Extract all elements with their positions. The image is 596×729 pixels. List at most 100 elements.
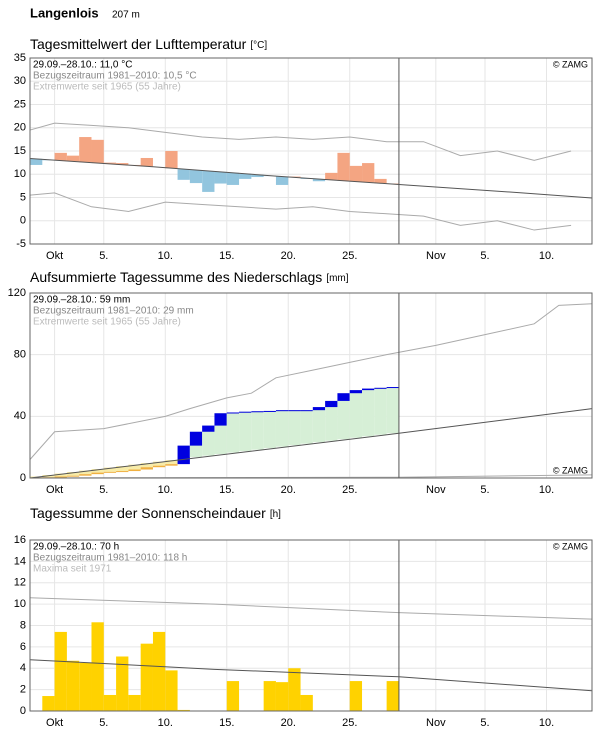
sunshine-bar — [152, 631, 166, 711]
annotation: Bezugszeitraum 1981–2010: 10,5 °C — [33, 71, 197, 82]
x-tick-label: 20. — [281, 717, 296, 729]
deviation-fill — [79, 470, 92, 475]
temperature-bar — [54, 152, 67, 161]
y-tick-label: -5 — [16, 238, 26, 250]
y-tick-label: 0 — [20, 705, 26, 717]
maximum-line — [29, 122, 572, 161]
x-tick-label: 25. — [342, 717, 357, 729]
y-tick-label: 16 — [14, 534, 26, 546]
y-tick-label: 10 — [14, 168, 26, 180]
deviation-fill — [288, 410, 301, 446]
maximum-line — [29, 303, 593, 460]
y-tick-label: 120 — [8, 287, 26, 299]
station-name: Langenlois — [30, 5, 99, 20]
annotation: 29.09.–28.10.: 11,0 °C — [33, 60, 132, 71]
sunshine-bar — [79, 662, 92, 711]
y-tick-label: 4 — [20, 662, 26, 674]
sunshine-bar — [140, 643, 153, 711]
temperature-bar — [189, 170, 203, 184]
sunshine-bar — [300, 694, 313, 711]
temperature-bar — [325, 172, 338, 180]
x-tick-label: 10. — [158, 484, 173, 496]
annotation: Bezugszeitraum 1981–2010: 118 h — [33, 553, 187, 564]
source-label: © ZAMG — [553, 465, 588, 475]
temperature-bar — [349, 165, 363, 182]
x-tick-label: 5. — [480, 250, 489, 262]
precipitation-increment — [79, 474, 92, 476]
precipitation-increment — [288, 410, 301, 412]
x-tick-label: 25. — [342, 250, 357, 262]
deviation-fill — [349, 390, 363, 438]
y-tick-label: 20 — [14, 122, 26, 134]
precipitation-increment — [91, 472, 104, 475]
precipitation-increment — [140, 467, 153, 470]
deviation-fill — [312, 407, 326, 443]
precipitation-increment — [165, 464, 178, 466]
temperature-bar — [275, 176, 289, 185]
y-tick-label: 35 — [14, 52, 26, 64]
x-tick-label: 5. — [480, 484, 489, 496]
x-tick-label: Nov — [426, 250, 446, 262]
minimum-line — [29, 192, 572, 231]
x-tick-label: Nov — [426, 484, 446, 496]
x-tick-label: 15. — [219, 717, 234, 729]
precipitation-increment — [66, 475, 80, 477]
x-tick-label: 10. — [539, 484, 554, 496]
x-tick-label: Okt — [46, 484, 63, 496]
x-tick-label: Nov — [426, 717, 446, 729]
y-tick-label: 40 — [14, 410, 26, 422]
temperature-bar — [91, 139, 104, 164]
x-tick-label: 20. — [281, 250, 296, 262]
source-label: © ZAMG — [553, 59, 588, 69]
sunshine-bar — [128, 694, 141, 711]
deviation-fill — [165, 460, 178, 465]
temperature-bar — [66, 155, 80, 162]
temperature-bar — [362, 163, 375, 183]
precipitation-increment — [251, 411, 264, 413]
deviation-fill — [103, 467, 117, 472]
annotation: 29.09.–28.10.: 59 mm — [33, 295, 130, 306]
deviation-fill — [337, 393, 350, 440]
x-tick-label: Okt — [46, 717, 63, 729]
precipitation-increment — [386, 387, 399, 389]
temperature-bar — [103, 162, 117, 164]
x-tick-label: 5. — [99, 250, 108, 262]
plot-frame — [29, 539, 593, 712]
sunshine-bar — [386, 681, 399, 711]
chart-title: Tagesmittelwert der Lufttemperatur [°C] — [30, 36, 267, 52]
annotation: Bezugszeitraum 1981–2010: 29 mm — [33, 306, 194, 317]
maximum-line — [29, 597, 593, 620]
chart-title-text: Tagesmittelwert der Lufttemperatur — [30, 36, 247, 52]
deviation-fill — [362, 388, 375, 437]
y-tick-label: 15 — [14, 145, 26, 157]
annotation: 29.09.–28.10.: 70 h — [33, 542, 119, 553]
sunshine-bar — [91, 622, 104, 711]
y-tick-label: 10 — [14, 598, 26, 610]
chart-unit: [°C] — [250, 40, 267, 51]
chart-title: Tagessumme der Sonnenscheindauer [h] — [30, 505, 281, 521]
plot-frame — [29, 57, 593, 245]
precipitation-increment — [312, 407, 326, 411]
x-tick-label: 15. — [219, 484, 234, 496]
plot-frame — [29, 292, 593, 479]
temperature-bar — [239, 173, 252, 179]
deviation-fill — [66, 472, 80, 476]
y-tick-label: 5 — [20, 191, 26, 203]
temperature-bar — [30, 158, 43, 165]
precipitation-increment — [263, 410, 276, 412]
y-tick-label: 2 — [20, 684, 26, 696]
precipitation-increment — [214, 413, 227, 426]
x-tick-label: 25. — [342, 484, 357, 496]
y-tick-label: 12 — [14, 577, 26, 589]
deviation-fill — [275, 410, 289, 447]
deviation-fill — [251, 411, 264, 450]
sunshine-bar — [116, 656, 129, 711]
deviation-fill — [386, 387, 399, 434]
precipitation-increment — [202, 425, 215, 432]
normal-line — [29, 659, 593, 692]
precipitation-increment — [54, 476, 67, 478]
precipitation-increment — [128, 469, 141, 472]
temperature-bar — [165, 151, 178, 169]
deviation-fill — [202, 425, 215, 456]
precipitation-increment — [226, 412, 240, 414]
